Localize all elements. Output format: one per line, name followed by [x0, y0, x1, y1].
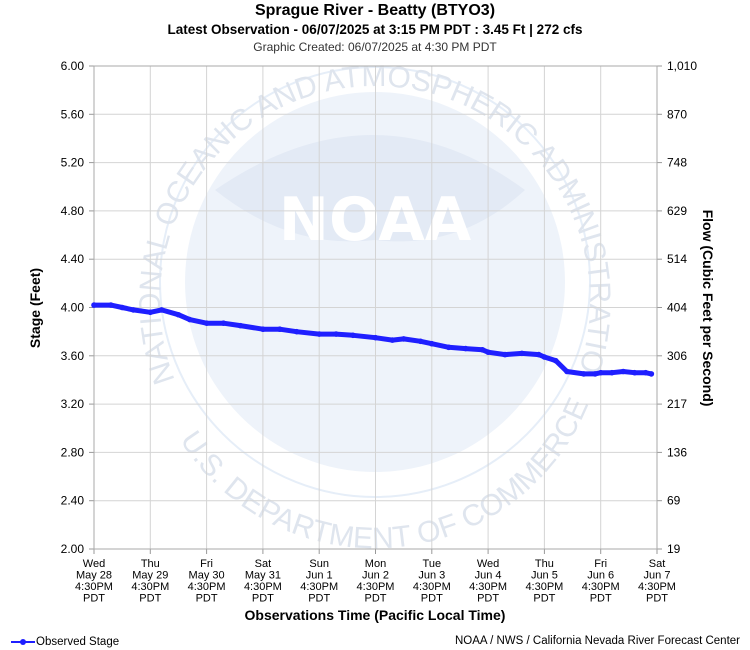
- data-point: [276, 326, 283, 333]
- legend: Observed Stage: [10, 636, 119, 648]
- y2-tick-label: 1,010: [667, 59, 697, 73]
- y2-tick-label: 404: [667, 301, 687, 315]
- y2-tick-label: 19: [667, 542, 681, 556]
- data-point: [186, 316, 193, 323]
- data-point: [119, 304, 125, 311]
- y-axis-left-label: Stage (Feet): [27, 268, 43, 348]
- x-tick-label: Wed May 28 4:30PM PDT: [75, 558, 113, 605]
- y-tick-label: 4.00: [61, 301, 85, 315]
- x-tick-label: Sun Jun 1 4:30PM PDT: [300, 558, 338, 605]
- data-point: [158, 307, 165, 313]
- y2-tick-label: 514: [667, 252, 687, 266]
- y-tick-label: 6.00: [61, 59, 85, 73]
- y2-tick-label: 306: [667, 349, 687, 363]
- y-axis-right-ticks: 19 69 136 217 306 404 514 629 748 870 1,010: [667, 59, 697, 556]
- y-tick-label: 5.20: [61, 156, 85, 170]
- x-tick-label: Fri May 30 4:30PM PDT: [188, 558, 226, 605]
- y2-tick-label: 629: [667, 204, 687, 218]
- data-point: [333, 331, 339, 337]
- data-point: [175, 311, 182, 318]
- data-point: [631, 369, 638, 376]
- y-tick-label: 2.80: [61, 445, 85, 459]
- y2-tick-label: 217: [667, 397, 687, 411]
- y-axis-left-ticks: 2.00 2.40 2.80 3.20 3.60 4.00 4.40 4.80 5.20 5.60…: [61, 59, 85, 556]
- data-point: [597, 369, 604, 376]
- data-point: [417, 338, 424, 345]
- data-point: [541, 354, 548, 360]
- data-point: [260, 326, 266, 333]
- data-point: [502, 351, 508, 358]
- data-point: [293, 328, 300, 335]
- data-point: [91, 302, 97, 308]
- y-tick-label: 2.40: [61, 494, 85, 508]
- x-tick-label: Sat May 31 4:30PM PDT: [244, 558, 282, 605]
- data-point: [581, 371, 587, 377]
- data-point: [372, 334, 379, 341]
- legend-label: Observed Stage: [36, 636, 120, 648]
- x-tick-label: Sat Jun 7 4:30PM PDT: [638, 558, 676, 605]
- data-point: [429, 340, 435, 347]
- x-tick-label: Thu May 29 4:30PM PDT: [131, 558, 169, 605]
- x-tick-label: Wed Jun 4 4:30PM PDT: [469, 558, 507, 605]
- data-point: [564, 368, 570, 375]
- data-point: [642, 369, 649, 376]
- data-point: [203, 320, 210, 326]
- series-layer: [91, 302, 655, 377]
- data-point: [400, 336, 407, 342]
- legend-line-icon: [11, 639, 35, 645]
- series-line-observed-stage: [91, 302, 654, 377]
- data-point: [479, 346, 486, 353]
- y2-tick-label: 748: [667, 156, 687, 170]
- x-axis-ticks: Wed May 28 4:30PM PDT Thu May 29 4:30PM PDT Fri M…: [75, 558, 676, 605]
- chart-grid: [89, 65, 662, 554]
- data-point: [462, 345, 469, 352]
- chart-subtitle: Latest Observation - 06/07/2025 at 3:15 …: [167, 22, 583, 37]
- data-point: [237, 322, 244, 329]
- data-point: [519, 350, 525, 357]
- y2-tick-label: 870: [667, 107, 687, 121]
- data-point: [485, 349, 491, 355]
- data-point: [648, 371, 655, 377]
- data-point: [147, 309, 154, 316]
- y2-tick-label: 136: [667, 445, 687, 459]
- watermark-gull: [215, 135, 525, 242]
- data-point: [130, 307, 137, 313]
- y-tick-label: 2.00: [61, 542, 85, 556]
- data-point: [620, 368, 627, 375]
- y-tick-label: 3.20: [61, 397, 85, 411]
- data-point: [389, 337, 396, 343]
- data-point: [535, 351, 542, 358]
- credit-text: NOAA / NWS / California Nevada River For…: [454, 635, 740, 647]
- data-point: [108, 302, 114, 308]
- data-point: [609, 369, 615, 376]
- x-tick-label: Fri Jun 6 4:30PM PDT: [582, 558, 620, 605]
- data-point: [220, 320, 227, 326]
- y-axis-right-label: Flow (Cubic Feet per Second): [700, 210, 716, 407]
- y-tick-label: 4.80: [61, 204, 85, 218]
- data-point: [592, 371, 598, 377]
- y-tick-label: 5.60: [61, 107, 85, 121]
- y-tick-label: 4.40: [61, 252, 85, 266]
- y-tick-label: 3.60: [61, 349, 85, 363]
- x-tick-label: Tue Jun 3 4:30PM PDT: [413, 558, 451, 605]
- graphic-created: Graphic Created: 06/07/2025 at 4:30 PM P…: [253, 40, 497, 54]
- y2-tick-label: 69: [667, 494, 681, 508]
- chart-title: Sprague River - Beatty (BTYO3): [254, 2, 496, 19]
- data-point: [445, 344, 452, 351]
- x-tick-label: Mon Jun 2 4:30PM PDT: [357, 558, 395, 605]
- data-point: [350, 332, 356, 339]
- data-point: [552, 357, 559, 364]
- x-axis-label: Observations Time (Pacific Local Time): [245, 607, 506, 623]
- x-tick-label: Thu Jun 5 4:30PM PDT: [525, 558, 563, 605]
- data-point: [316, 331, 323, 337]
